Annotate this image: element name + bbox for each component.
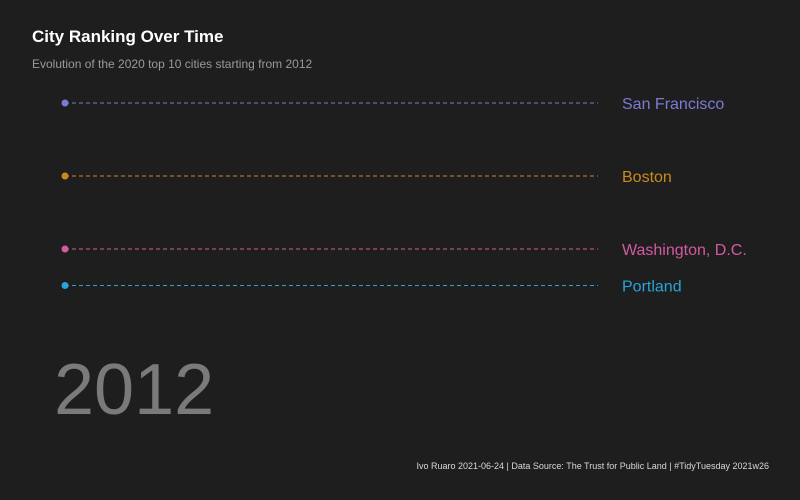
series-label-boston: Boston	[622, 169, 672, 186]
series-label-san-francisco: San Francisco	[622, 96, 724, 113]
series-label-washington-d-c: Washington, D.C.	[622, 242, 747, 259]
year-label: 2012	[54, 350, 215, 430]
series-point-portland	[61, 282, 69, 289]
series-label-portland: Portland	[622, 279, 682, 296]
series-point-washington-d-c	[61, 245, 69, 253]
chart-title: City Ranking Over Time	[32, 27, 224, 46]
series-point-san-francisco	[61, 99, 69, 107]
chart-subtitle: Evolution of the 2020 top 10 cities star…	[32, 57, 313, 71]
series-point-boston	[61, 172, 69, 180]
caption: Ivo Ruaro 2021-06-24 | Data Source: The …	[416, 461, 769, 471]
